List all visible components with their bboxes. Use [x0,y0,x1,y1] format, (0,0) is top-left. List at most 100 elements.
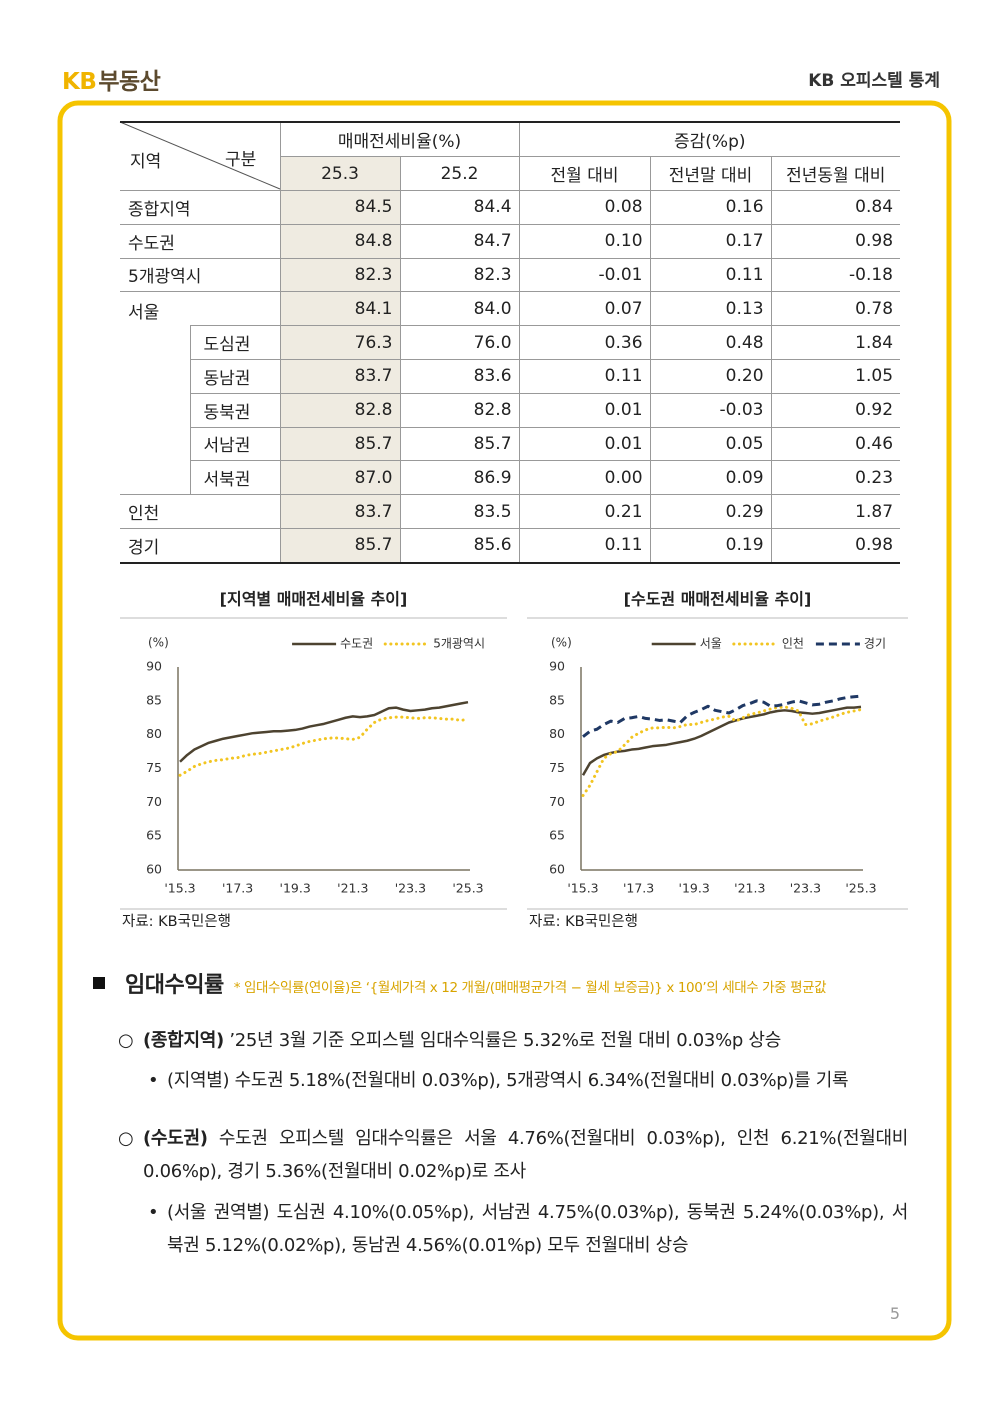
table-row: 도심권 76.3 76.0 0.36 0.48 1.84 [120,325,901,360]
value-cell: 0.08 [518,190,651,225]
value-cell: 0.29 [649,494,772,529]
legend-label: 인천 [782,636,804,651]
x-tick-label: '15.3 [164,881,195,896]
group-header: 매매전세비율(%) [279,121,520,157]
x-tick-label: '25.3 [845,881,876,896]
value-cell: 0.20 [649,359,772,394]
value-cell: 0.98 [770,528,901,564]
bullet-item: ○ (수도권) 수도권 오피스텔 임대수익률은 서울 4.76%(전월대비 0.0… [118,1122,908,1188]
x-tick-label: '21.3 [734,881,765,896]
y-tick-label: 75 [146,760,162,775]
value-cell: 0.48 [649,325,772,360]
value-cell: 0.92 [770,393,901,428]
value-cell: 84.1 [279,291,400,327]
table-row: 인천 83.7 83.5 0.21 0.29 1.87 [120,494,901,529]
table-row: 5개광역시 82.3 82.3 -0.01 0.11 -0.18 [120,258,901,293]
x-tick-label: '19.3 [679,881,710,896]
brand-logo: KB부동산 [62,62,161,96]
value-cell: 83.6 [399,359,520,394]
value-cell: 83.5 [399,494,520,529]
legend-label: 서울 [700,637,722,651]
series-line [582,694,862,738]
corner-col-label: 지역 [130,152,162,172]
value-cell: -0.18 [770,258,901,293]
value-cell: 0.05 [649,427,772,462]
blank-cell [190,291,280,327]
corner-cell: 지역 구분 [120,121,280,191]
series-line [581,705,862,776]
value-cell: 87.0 [279,460,400,496]
sub-item: • (서울 권역별) 도심권 4.10%(0.05%p), 서남권 4.75%(0… [148,1196,908,1262]
value-cell: 0.11 [649,258,772,293]
value-cell: 82.3 [279,258,400,293]
bullet-label: (수도권) [143,1128,208,1149]
legend-label: 경기 [864,637,886,651]
table-row: 서남권 85.7 85.7 0.01 0.05 0.46 [120,427,901,462]
y-tick-label: 90 [549,659,565,674]
region-label: 인천 [120,494,280,529]
region-label: 종합지역 [120,190,280,225]
region-label: 5개광역시 [120,258,280,293]
column-header: 전년말 대비 [649,156,772,191]
column-header: 25.3 [279,156,400,191]
region-label: 수도권 [120,224,280,259]
series-line [581,705,863,798]
value-cell: 0.17 [649,224,772,259]
value-cell: 0.23 [770,460,901,496]
x-tick-label: '23.3 [790,881,821,896]
value-cell: 0.19 [649,528,772,564]
value-cell: 0.01 [518,393,651,428]
y-tick-label: 80 [146,726,162,741]
brand-name: 부동산 [98,69,161,95]
group-header: 증감(%p) [518,121,901,157]
page-number: 5 [889,1304,901,1323]
x-tick-label: '21.3 [337,881,368,896]
bullet-mark: ○ [118,1128,134,1149]
y-tick-label: 75 [549,760,565,775]
x-tick-label: '15.3 [567,881,598,896]
table-body: 종합지역 84.5 84.4 0.08 0.16 0.84 수도권 84.8 84.7 0.10 0… [120,190,901,564]
value-cell: 0.09 [649,460,772,496]
district-label: 도심권 [189,325,280,360]
y-tick-label: 70 [146,794,162,809]
sub-text: (지역별) 수도권 5.18%(전월대비 0.03%p), 5개광역시 6.34… [167,1070,849,1091]
value-cell: 0.11 [518,528,651,564]
bullet-text: ’25년 3월 기준 오피스텔 임대수익률은 5.32%로 전월 대비 0.03… [223,1030,781,1051]
series-line [179,700,469,763]
value-cell: 84.4 [399,190,520,225]
column-header: 전년동월 대비 [770,156,901,191]
y-tick-label: 65 [549,828,565,843]
legend-label: 5개광역시 [433,637,485,651]
value-cell: 83.7 [279,359,400,394]
value-cell: 0.13 [649,291,772,327]
value-cell: 0.21 [518,494,651,529]
value-cell: 85.7 [279,528,400,564]
table-row: 동북권 82.8 82.8 0.01 -0.03 0.92 [120,393,901,428]
header-row: 25.3 25.2 전월 대비 전년말 대비 전년동월 대비 [120,156,901,191]
value-cell: 1.05 [770,359,901,394]
value-cell: 76.0 [399,325,520,360]
x-tick-label: '19.3 [280,881,311,896]
value-cell: -0.01 [518,258,651,293]
value-cell: 82.8 [279,393,400,428]
value-cell: 83.7 [279,494,400,529]
value-cell: 84.7 [399,224,520,259]
value-cell: 0.01 [518,427,651,462]
value-cell: 0.78 [770,291,901,327]
value-cell: 85.7 [279,427,400,462]
y-tick-label: 80 [549,726,565,741]
value-cell: -0.03 [649,393,772,428]
heading-square [93,977,105,989]
bullet-item: ○ (종합지역) ’25년 3월 기준 오피스텔 임대수익률은 5.32%로 전월… [118,1024,908,1057]
series-line [178,715,470,777]
region-label: 경기 [120,528,280,564]
document-title: KB 오피스텔 통계 [808,71,940,91]
x-tick-label: '17.3 [623,881,654,896]
y-tick-label: 85 [146,692,162,707]
value-cell: 1.84 [770,325,901,360]
value-cell: 0.07 [518,291,651,327]
value-cell: 0.46 [770,427,901,462]
y-axis-label: (%) [551,636,572,650]
sub-mark: • [148,1202,159,1223]
district-label: 동북권 [189,393,280,428]
